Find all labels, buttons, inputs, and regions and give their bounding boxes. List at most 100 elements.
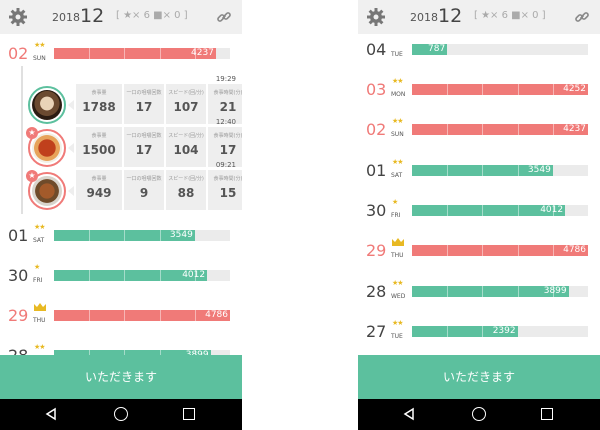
meal-stat-value: 107 bbox=[173, 100, 199, 114]
bar-value: 4012 bbox=[182, 270, 206, 280]
weekday-label: FRI bbox=[391, 212, 401, 219]
back-icon[interactable] bbox=[402, 407, 416, 421]
meal-stat-value: 17 bbox=[219, 143, 237, 157]
meal-stat-value: 9 bbox=[139, 186, 149, 200]
star-rating-icon: ★★ bbox=[34, 343, 46, 351]
meal-photo-avatar[interactable] bbox=[28, 86, 66, 124]
meal-stat-value: 15 bbox=[219, 186, 237, 200]
meal-entry[interactable]: 12:40 ★ 食事量 1500 一口の咀嚼回数 17 スピード(回/分) 104 食事時間(分… bbox=[26, 118, 242, 169]
meal-stat: 食事時間(分) 15 bbox=[208, 170, 242, 210]
bar-value: 3899 bbox=[543, 286, 567, 296]
home-icon[interactable] bbox=[472, 407, 486, 421]
day-row[interactable]: 01 ★★ SAT 3549 bbox=[358, 158, 600, 181]
bar-fill: 4252 bbox=[412, 84, 588, 95]
day-number: 02 bbox=[366, 120, 387, 139]
meal-entry[interactable]: 09:21 ★ 食事量 949 一口の咀嚼回数 9 スピード(回/分) 88 食事時間(分) 15 bbox=[26, 161, 242, 212]
bar-tick bbox=[552, 245, 554, 256]
weekday-label: TUE bbox=[391, 333, 403, 340]
day-row[interactable]: 29 THU 4786 bbox=[358, 238, 600, 261]
star-rating-icon: ★★ bbox=[34, 41, 46, 49]
home-icon[interactable] bbox=[114, 407, 128, 421]
bar-value: 4786 bbox=[563, 245, 586, 255]
meal-stat-value: 1788 bbox=[82, 100, 116, 114]
meal-stat-label: 食事量 bbox=[91, 176, 107, 182]
day-row[interactable]: 27 ★★ TUE 2392 bbox=[358, 319, 600, 342]
bar-track: 3899 bbox=[412, 286, 588, 297]
itadakimasu-button[interactable]: いただきます bbox=[0, 355, 242, 399]
bar-tick bbox=[194, 48, 196, 59]
meal-stat-label: 一口の咀嚼回数 bbox=[126, 133, 162, 139]
meal-time: 09:21 bbox=[215, 161, 236, 169]
bar-tick bbox=[89, 270, 91, 281]
weekday-label: SUN bbox=[33, 55, 46, 62]
bar-fill: 4786 bbox=[412, 245, 588, 256]
day-row-expanded[interactable]: 02 ★★ SUN 4237 bbox=[0, 41, 242, 64]
link-icon[interactable] bbox=[216, 9, 232, 25]
day-number: 28 bbox=[366, 282, 387, 301]
bar-tick bbox=[552, 205, 554, 216]
meal-stat: 一口の咀嚼回数 9 bbox=[124, 170, 164, 210]
star-flag-icon: ★ bbox=[26, 127, 38, 139]
bar-track: 4786 bbox=[54, 310, 230, 321]
day-row[interactable]: 02 ★★ SUN 4237 bbox=[358, 117, 600, 140]
bar-track: 4237 bbox=[412, 124, 588, 135]
bar-tick bbox=[552, 286, 554, 297]
meal-time: 19:29 bbox=[215, 75, 236, 83]
bar-tick bbox=[89, 230, 91, 241]
day-row[interactable]: 03 ★★ MON 4252 bbox=[358, 77, 600, 100]
weekday-label: THU bbox=[391, 252, 404, 259]
weekday-label: FRI bbox=[33, 277, 43, 284]
bar-value: 787 bbox=[428, 44, 446, 54]
weekday-label: SUN bbox=[391, 131, 404, 138]
recent-apps-icon[interactable] bbox=[541, 408, 553, 420]
bar-tick bbox=[159, 270, 161, 281]
day-number: 29 bbox=[366, 241, 387, 260]
bar-fill: 3899 bbox=[412, 286, 569, 297]
header: 2018 12 [ ★× 6 ■× 0 ] bbox=[0, 0, 242, 34]
gear-icon[interactable] bbox=[8, 7, 28, 27]
speech-pointer bbox=[68, 143, 74, 153]
timeline-line bbox=[21, 66, 23, 214]
meal-stat-label: 食事時間(分) bbox=[213, 176, 242, 182]
day-row[interactable]: 01 ★★ SAT 3549 bbox=[0, 223, 242, 246]
bar-track: 4237 bbox=[54, 48, 230, 59]
day-row[interactable]: 30 ★ FRI 4012 bbox=[358, 198, 600, 221]
crown-icon bbox=[34, 303, 46, 311]
meal-stat-label: スピード(回/分) bbox=[168, 90, 204, 96]
recent-apps-icon[interactable] bbox=[183, 408, 195, 420]
bar-value: 4786 bbox=[205, 310, 228, 320]
bar-tick bbox=[517, 245, 519, 256]
bar-fill: 4786 bbox=[54, 310, 230, 321]
bar-tick bbox=[517, 165, 519, 176]
meal-stat-label: スピード(回/分) bbox=[168, 133, 204, 139]
day-row[interactable]: 04 TUE 787 bbox=[358, 40, 600, 60]
weekday-label: MON bbox=[391, 91, 406, 98]
bar-tick bbox=[194, 310, 196, 321]
header-stats: [ ★× 6 ■× 0 ] bbox=[474, 10, 546, 21]
phone-right: 2018 12 [ ★× 6 ■× 0 ] 04 TUE 787 03 ★★ MON 425… bbox=[358, 0, 600, 430]
bar-tick bbox=[89, 48, 91, 59]
day-number: 02 bbox=[8, 44, 29, 63]
meal-stat-label: 一口の咀嚼回数 bbox=[126, 176, 162, 182]
meal-stat-value: 17 bbox=[135, 100, 153, 114]
meal-entry[interactable]: 19:29 食事量 1788 一口の咀嚼回数 17 スピード(回/分) 107 食事時間(分)… bbox=[28, 75, 242, 126]
link-icon[interactable] bbox=[574, 9, 590, 25]
itadakimasu-button[interactable]: いただきます bbox=[358, 355, 600, 399]
bar-fill: 4237 bbox=[54, 48, 216, 59]
bar-tick bbox=[159, 48, 161, 59]
meal-stat-label: 食事時間(分) bbox=[213, 90, 242, 96]
bar-tick bbox=[447, 124, 449, 135]
day-row[interactable]: 28 ★★ WED 3899 bbox=[358, 279, 600, 302]
android-navbar bbox=[0, 399, 242, 430]
day-number: 30 bbox=[366, 201, 387, 220]
bar-tick bbox=[482, 165, 484, 176]
meal-stat-value: 104 bbox=[173, 143, 199, 157]
bar-track: 2392 bbox=[412, 326, 588, 337]
day-row[interactable]: 29 THU 4786 bbox=[0, 303, 242, 326]
gear-icon[interactable] bbox=[366, 7, 386, 27]
bar-track: 3549 bbox=[54, 230, 230, 241]
back-icon[interactable] bbox=[44, 407, 58, 421]
day-row[interactable]: 30 ★ FRI 4012 bbox=[0, 263, 242, 286]
weekday-label: TUE bbox=[391, 51, 403, 58]
header: 2018 12 [ ★× 6 ■× 0 ] bbox=[358, 0, 600, 34]
